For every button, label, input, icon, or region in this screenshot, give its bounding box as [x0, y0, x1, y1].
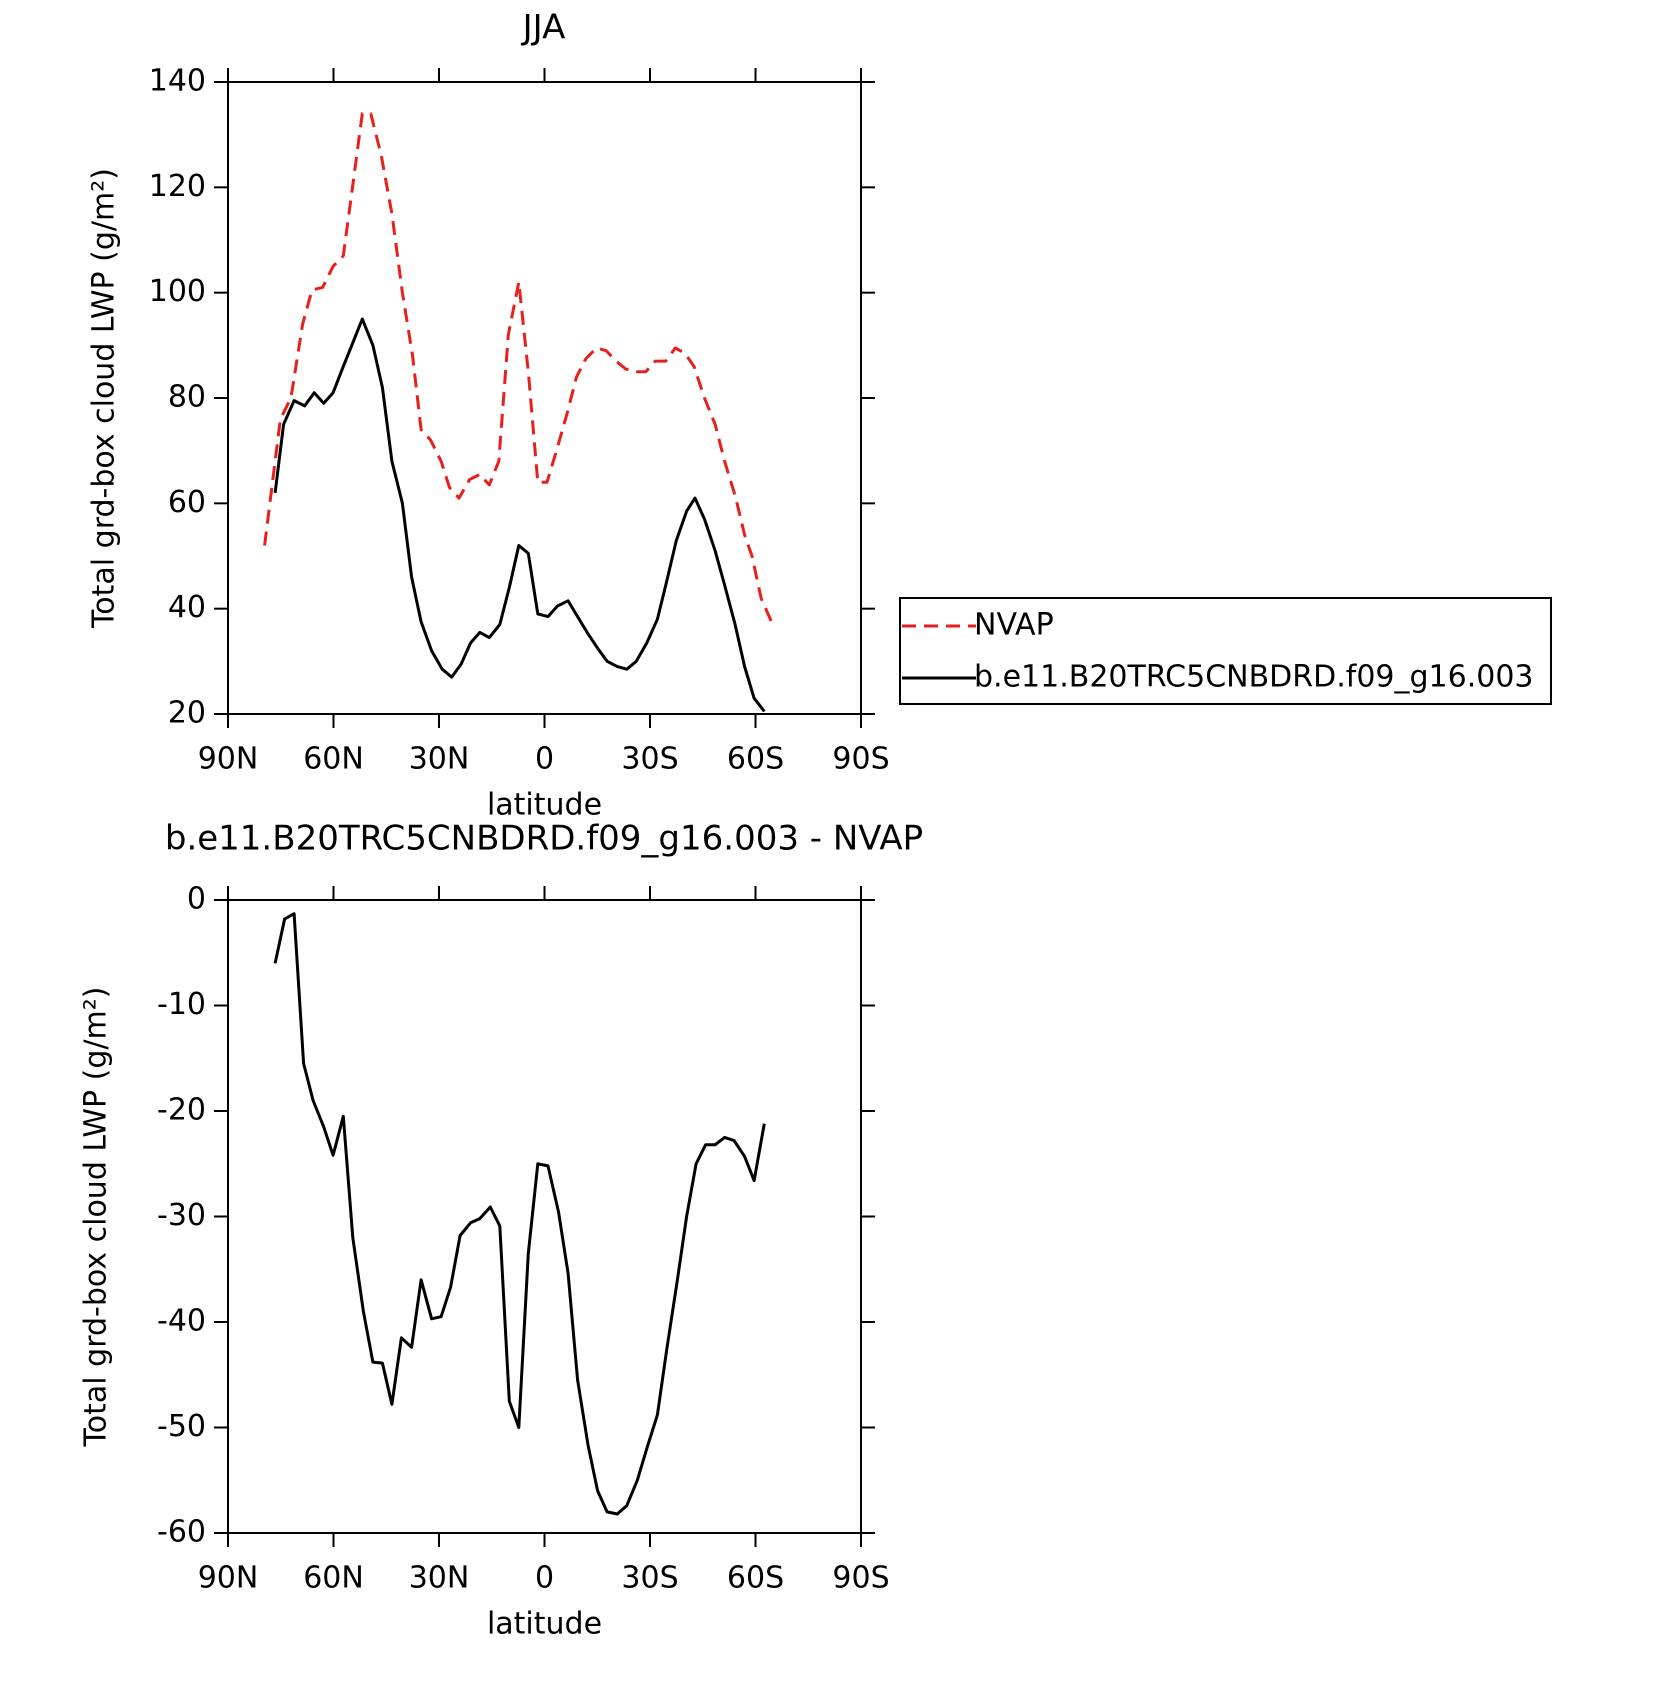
- y-tick-label: 120: [149, 169, 206, 204]
- x-tick-label: 90S: [832, 742, 889, 777]
- x-axis-label: latitude: [487, 788, 602, 823]
- y-tick-label: -30: [157, 1198, 206, 1233]
- data-line: [263, 112, 776, 628]
- legend-label: NVAP: [974, 608, 1054, 643]
- y-tick-label: 40: [168, 590, 206, 625]
- y-tick-label: 100: [149, 274, 206, 309]
- y-tick-label: 80: [168, 380, 206, 415]
- x-tick-label: 60S: [727, 742, 784, 777]
- y-tick-label: -40: [157, 1304, 206, 1339]
- x-tick-label: 60N: [303, 1561, 364, 1596]
- y-tick-label: -10: [157, 987, 206, 1022]
- x-tick-label: 60N: [303, 742, 364, 777]
- y-tick-label: 20: [168, 696, 206, 731]
- y-tick-label: 140: [149, 64, 206, 99]
- data-line: [273, 317, 766, 713]
- x-tick-label: 30S: [621, 1561, 678, 1596]
- plot-frame: [227, 81, 862, 715]
- legend-label: b.e11.B20TRC5CNBDRD.f09_g16.003: [974, 660, 1534, 695]
- x-tick-label: 60S: [727, 1561, 784, 1596]
- x-tick-label: 30S: [621, 742, 678, 777]
- y-tick-label: 0: [187, 882, 206, 917]
- x-tick-label: 0: [535, 742, 554, 777]
- x-tick-label: 30N: [409, 742, 470, 777]
- y-tick-label: -60: [157, 1515, 206, 1550]
- y-axis-label: Total grd-box cloud LWP (g/m²): [87, 168, 122, 629]
- y-tick-label: -50: [157, 1409, 206, 1444]
- x-tick-label: 90S: [832, 1561, 889, 1596]
- y-tick-label: -20: [157, 1093, 206, 1128]
- y-axis-label: Total grd-box cloud LWP (g/m²): [79, 987, 114, 1448]
- legend-box: [899, 597, 1552, 705]
- y-tick-label: 60: [168, 485, 206, 520]
- x-tick-label: 90N: [198, 742, 259, 777]
- chart-title: JJA: [521, 8, 566, 48]
- x-axis-label: latitude: [487, 1607, 602, 1642]
- x-tick-label: 0: [535, 1561, 554, 1596]
- chart-title: b.e11.B20TRC5CNBDRD.f09_g16.003 - NVAP: [165, 819, 923, 859]
- x-tick-label: 90N: [198, 1561, 259, 1596]
- plot-frame: [227, 899, 862, 1534]
- x-tick-label: 30N: [409, 1561, 470, 1596]
- data-line: [273, 912, 766, 1516]
